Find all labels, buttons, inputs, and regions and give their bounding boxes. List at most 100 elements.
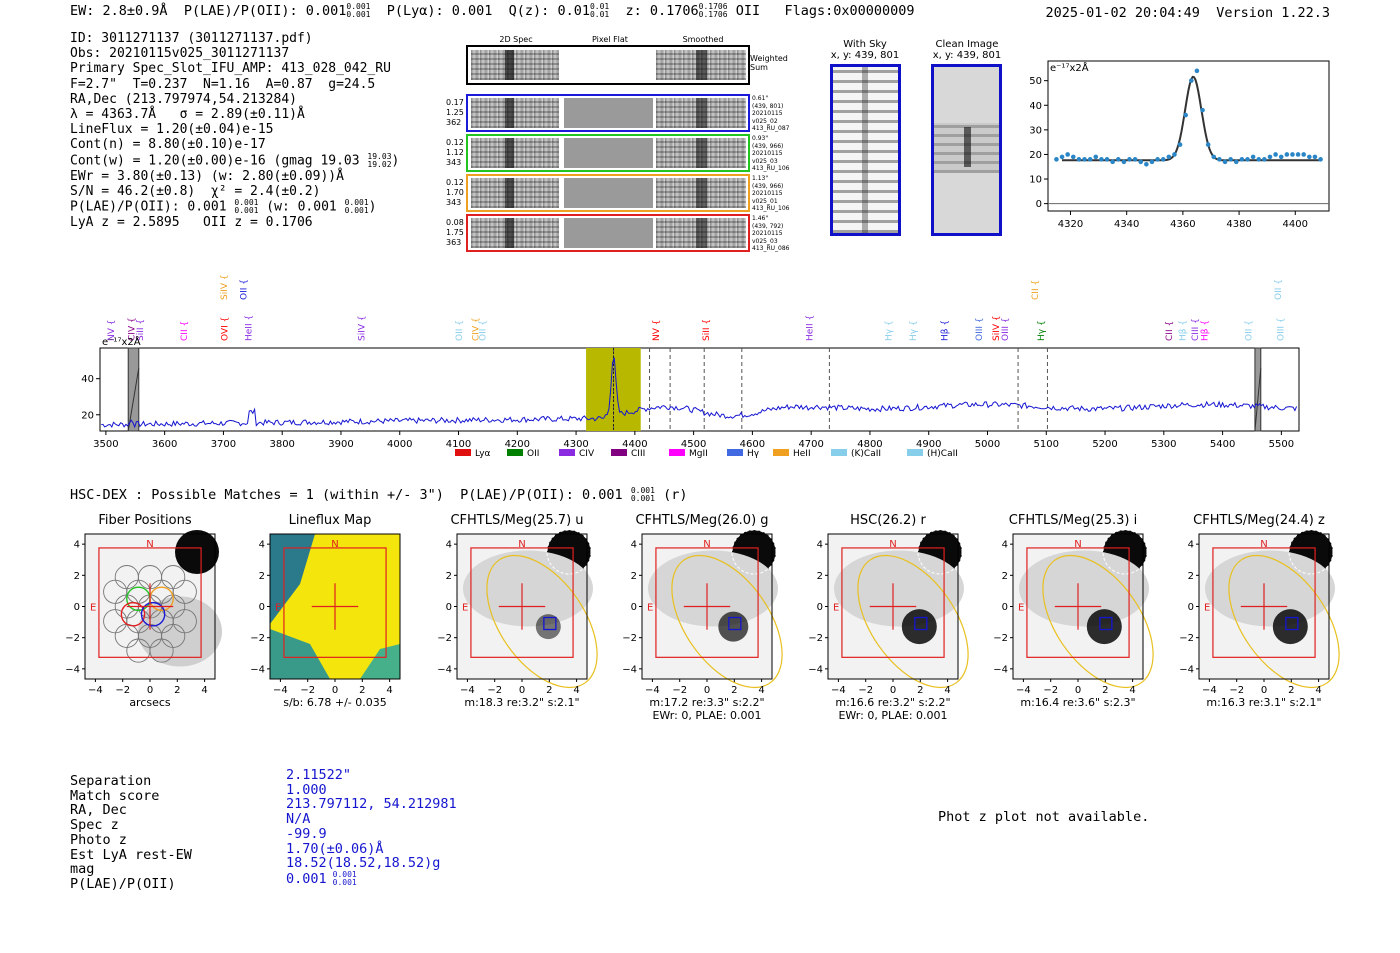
legend-label: CIII (631, 449, 645, 459)
fiber-row (466, 214, 750, 252)
table-key: mag (70, 861, 95, 878)
line-label: OIII { (1001, 317, 1011, 341)
spec-xtick-label: 4400 (622, 439, 647, 450)
fiber-circle (149, 638, 174, 663)
thumb-ytick-label: −2 (622, 633, 637, 644)
thumb-xtick-label: −2 (672, 685, 687, 696)
masked-band (1254, 347, 1262, 432)
fiber-highlight (120, 601, 146, 627)
fiber-row (466, 174, 750, 212)
info-id: ID: 3011271137 (3011271137.pdf) (70, 31, 313, 46)
thumb-caption: m:18.3 re:3.2" s:2.1" (464, 696, 580, 709)
fiber-smoothed-line (696, 178, 707, 208)
spec-xtick-label: 3700 (211, 439, 236, 450)
thumb-xtick-label: −2 (858, 685, 873, 696)
full-spectrum-plot: NV {CIV {SiII {CII {SiIV {OVI {OII {HeII… (81, 274, 1300, 459)
fit-point (1205, 142, 1211, 147)
lineflux-low3 (360, 644, 400, 679)
fiber-note: 0.61" (439, 801) 20210115 v025_02 413_RU… (752, 95, 790, 132)
thumb-xtick-label: −2 (487, 685, 502, 696)
thumb-title: CFHTLS/Meg(26.0) g (635, 513, 769, 528)
info-sn: S/N = 46.2(±0.8) χ² = 2.4(±0.2) (70, 183, 321, 199)
weighted-2dspec (471, 50, 559, 80)
search-box (98, 547, 202, 658)
thumb-xtick-label: −4 (460, 685, 475, 696)
line-label: SiII { (136, 319, 146, 341)
fiber-stat: 0.12 (446, 138, 464, 147)
fit-point (1318, 157, 1323, 162)
spec-xtick-label: 4500 (681, 439, 706, 450)
fit-point (1115, 157, 1121, 162)
spectrum-line-labels: NV {CIV {SiII {CII {SiIV {OVI {OII {HeII… (107, 274, 1287, 341)
thumb-xtick-label: 2 (731, 685, 737, 696)
table-value: 18.52(18.52,18.52)g (286, 855, 441, 872)
masked-hatch (1254, 367, 1262, 432)
fit-point (1278, 154, 1284, 160)
thumb-xtick-label: 4 (1129, 685, 1135, 696)
thumb-plot: N E 4 2 0 −2 −4 −4 −2 0 2 4 (65, 530, 222, 696)
header-plae: P(LAE)/P(OII): 0.001 (183, 3, 347, 19)
fiber-row (466, 94, 750, 132)
with-sky-image (830, 64, 901, 236)
spectrum-line (101, 357, 1298, 429)
fit-point (1250, 154, 1256, 160)
info-lambda: λ = 4363.7Å σ = 2.89(±0.11)Å (70, 107, 305, 123)
line-label: OII { (1244, 320, 1254, 341)
fiber-pixelflat (564, 218, 653, 248)
header-ew: EW: 2.8±0.9Å (70, 3, 168, 19)
fit-point (1239, 157, 1245, 162)
fit-point (1183, 112, 1188, 118)
fiber-pixelflat (564, 178, 653, 208)
match-box (1099, 616, 1113, 631)
fit-point (1245, 157, 1250, 162)
clean-image (931, 64, 1002, 236)
thumb-ytick-label: −4 (250, 664, 265, 675)
thumb-ytick-label: 2 (631, 571, 637, 582)
thumb-caption-2: EWr: 0, PLAE: 0.001 (838, 709, 948, 722)
legend-swatch (907, 449, 923, 456)
table-value: 213.797112, 54.212981 (286, 796, 457, 813)
fit-point (1082, 157, 1087, 162)
thumb-xtick-label: −4 (1016, 685, 1031, 696)
east-label: E (1018, 603, 1024, 614)
thumb-plot: N E 4 2 0 −2 −4 −4 −2 0 2 4 (808, 530, 969, 696)
fit-point (1070, 154, 1076, 160)
table-key: Spec z (70, 817, 119, 834)
thumb-xtick-label: 2 (1102, 685, 1108, 696)
spectrum-frame (99, 347, 1300, 432)
thumb-ytick-label: −4 (993, 664, 1008, 675)
clean-source (964, 127, 971, 167)
photz-note: Phot z plot not available. (938, 809, 1150, 825)
match-box (1285, 616, 1299, 631)
east-label: E (1204, 603, 1210, 614)
spectrum-axes: 3500 3600 3700 3800 3900 4000 4100 4200 4300 4400… (81, 374, 1294, 450)
fit-point (1273, 152, 1278, 157)
masked-band (127, 347, 140, 432)
table-key: Photo z (70, 831, 127, 848)
thumb-xtick-label: −2 (300, 685, 315, 696)
aperture-ellipse (486, 554, 598, 689)
fit-point (1155, 157, 1160, 162)
thumb-title: Lineflux Map (288, 513, 372, 528)
fiber-stat: 363 (446, 238, 462, 247)
spec-xtick-label: 5200 (1092, 439, 1117, 450)
fiber-stat: 343 (446, 198, 462, 207)
fiber-stat: 362 (446, 118, 462, 127)
thumb-ytick-label: 4 (259, 540, 265, 551)
north-label: N (518, 539, 525, 550)
with-sky-title: With Sky x, y: 439, 801 (830, 39, 900, 61)
fiber-stat: 1.25 (446, 108, 464, 117)
line-label: HeII { (805, 315, 815, 341)
header-flags: Flags:0x00000009 (784, 3, 915, 19)
fit-point (1307, 154, 1312, 160)
thumb-ytick-label: 0 (1188, 602, 1194, 613)
thumb-xtick-label: −4 (1202, 685, 1217, 696)
spectrum-dashed-lines (613, 348, 1048, 431)
spec-xtick-label: 4900 (916, 439, 941, 450)
aperture-ellipse (857, 554, 969, 689)
star-mask (1288, 530, 1334, 575)
thumb-caption: m:17.2 re:3.3" s:2.2" (649, 696, 765, 709)
fit-point (1093, 154, 1099, 160)
fiber-stats: 0.12 1.12 343 (446, 138, 464, 168)
legend-swatch (507, 449, 523, 456)
